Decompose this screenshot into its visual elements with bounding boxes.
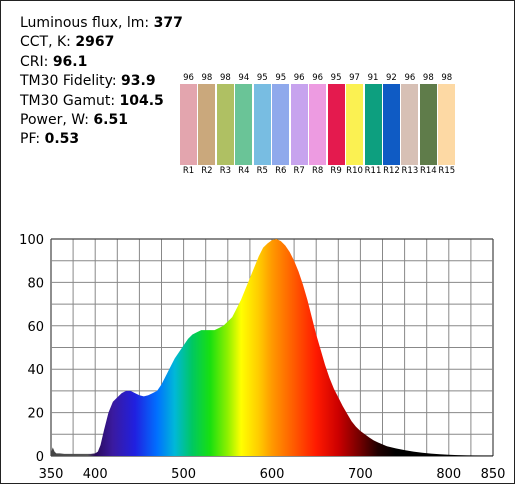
y-tick-label-100: 100 [19,233,44,248]
cri-value-r10: 97 [349,73,360,83]
cri-bar-r6 [272,84,290,165]
y-tick-label-20: 20 [27,407,44,422]
cri-bar-r8 [309,84,327,165]
cri-label-r8: R8 [311,166,324,176]
axis-tick-labels: 0 20 40 60 80 100 350 400 500 600 700 800 850 [19,233,505,482]
cri-label-r9: R9 [330,166,342,176]
cri-value-r1: 96 [183,73,194,83]
x-tick-label-800: 800 [436,467,461,482]
cri-bar-r14 [419,84,437,165]
cri-value-r6: 95 [275,73,287,83]
cri-bar-r4 [235,84,253,165]
cri-label-r4: R4 [238,166,250,176]
cri-bar-r1 [180,84,197,165]
cri-bar-r15 [438,84,456,165]
metric-tm30-gamut: TM30 Gamut: 104.5 [20,92,164,109]
cri-value-r2: 98 [201,73,213,83]
cri-value-r9: 95 [330,73,342,83]
cri-label-r1: R1 [182,166,195,176]
cri-bar-r3 [216,84,234,165]
cri-label-r14: R14 [419,166,437,176]
cri-label-r7: R7 [293,166,305,176]
cri-value-r5: 95 [256,73,268,83]
metric-power-factor: PF: 0.53 [20,131,80,148]
cri-bar-r2 [198,84,216,165]
cri-bar-chart: 96 R1 98 R2 98 R3 94 R4 95 R5 95 R6 96 R7 96 R8 95 R9 97 R1… [1,1,514,191]
cri-value-r13: 96 [404,73,416,83]
x-tick-label-600: 600 [260,467,285,482]
cri-value-r11: 91 [367,73,379,83]
metric-cct: CCT, K: 2967 [20,34,115,51]
cri-bar-r9 [327,84,345,165]
cri-label-r6: R6 [275,166,287,176]
cri-label-r12: R12 [383,166,400,176]
cri-label-r2: R2 [201,166,213,176]
metric-power: Power, W: 6.51 [20,112,128,129]
metric-luminous-flux: Luminous flux, lm: 377 [20,15,183,31]
x-tick-label-350: 350 [39,467,64,482]
cri-bar-r11 [364,84,382,165]
cri-bar-r13 [401,84,419,165]
cri-label-r13: R13 [401,166,419,176]
photometric-summary: Luminous flux, lm: 377 CCT, K: 2967 CRI:… [20,14,183,150]
cri-value-r14: 98 [422,73,434,83]
x-tick-label-850: 850 [481,467,506,482]
cri-bar-r10 [346,84,364,165]
y-tick-label-0: 0 [36,450,44,465]
cri-value-r12: 92 [386,73,397,83]
metric-cri: CRI: 96.1 [20,53,88,70]
cri-bar-r7 [290,84,308,165]
cri-bar-r12 [382,84,400,165]
y-tick-label-80: 80 [27,276,44,291]
cri-label-r15: R15 [438,166,456,176]
cri-label-r3: R3 [219,166,232,176]
metric-tm30-fidelity: TM30 Fidelity: 93.9 [20,73,156,90]
cri-bar-r5 [253,84,271,165]
cri-value-r8: 96 [312,73,324,83]
y-tick-label-60: 60 [27,320,44,335]
cri-value-r15: 98 [441,73,453,83]
cri-value-r7: 96 [293,73,305,83]
cri-label-r10: R10 [346,166,363,176]
x-tick-label-700: 700 [348,467,373,482]
x-tick-label-500: 500 [171,467,196,482]
cri-value-r3: 98 [219,73,231,83]
cri-label-r11: R11 [364,166,382,176]
cri-value-r4: 94 [238,73,250,83]
spectrum-area [51,239,493,456]
y-tick-label-40: 40 [27,363,44,378]
x-tick-label-400: 400 [83,467,108,482]
cri-label-r5: R5 [256,166,268,176]
